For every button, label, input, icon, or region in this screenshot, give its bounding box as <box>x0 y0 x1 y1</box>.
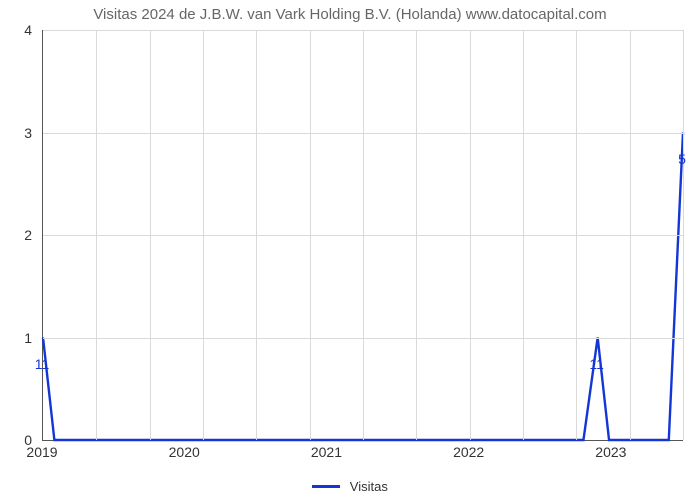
data-point-label: 5 <box>667 151 697 167</box>
gridline-horizontal <box>43 235 683 236</box>
chart-container: Visitas 2024 de J.B.W. van Vark Holding … <box>0 0 700 500</box>
gridline-horizontal <box>43 338 683 339</box>
y-tick-label: 1 <box>0 330 32 346</box>
x-tick-label: 2020 <box>154 444 214 460</box>
x-tick-label: 2023 <box>581 444 641 460</box>
plot-area <box>42 30 683 441</box>
gridline-horizontal <box>43 30 683 31</box>
y-tick-label: 2 <box>0 227 32 243</box>
gridline-vertical <box>683 30 684 440</box>
x-tick-label: 2019 <box>12 444 72 460</box>
data-point-label: 11 <box>27 356 57 372</box>
data-point-label: 11 <box>582 356 612 372</box>
x-tick-label: 2022 <box>439 444 499 460</box>
y-tick-label: 4 <box>0 22 32 38</box>
chart-title: Visitas 2024 de J.B.W. van Vark Holding … <box>0 6 700 23</box>
legend: Visitas <box>0 478 700 494</box>
x-tick-label: 2021 <box>296 444 356 460</box>
legend-label: Visitas <box>350 479 388 494</box>
legend-swatch <box>312 485 340 488</box>
y-tick-label: 3 <box>0 125 32 141</box>
gridline-horizontal <box>43 133 683 134</box>
